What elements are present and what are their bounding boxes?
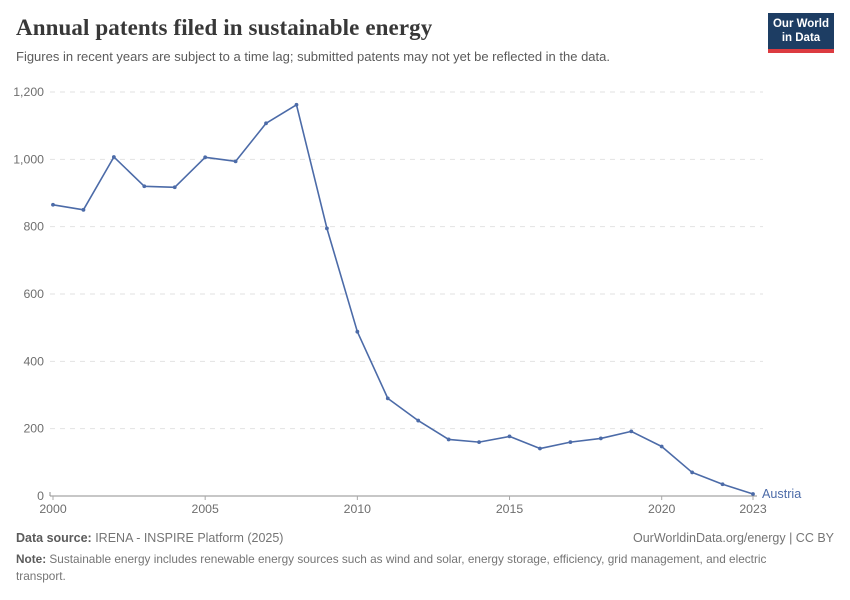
note-value: Sustainable energy includes renewable en… [16,552,767,583]
data-source-label: Data source: [16,531,92,545]
x-tick-label: 2015 [496,502,524,516]
y-tick-label: 600 [23,287,44,301]
x-tick-label: 2000 [39,502,67,516]
y-tick-label: 400 [23,354,44,368]
data-point[interactable] [111,155,116,159]
data-point[interactable] [142,184,147,189]
y-tick-label: 200 [23,422,44,436]
chart-header: Annual patents filed in sustainable ener… [0,0,850,78]
note-text: Note: Sustainable energy includes renewa… [16,551,774,584]
owid-logo-line2: in Data [781,31,821,44]
data-source-text: Data source: IRENA - INSPIRE Platform (2… [16,530,283,546]
data-point[interactable] [233,159,238,164]
owid-logo[interactable]: Our World in Data [768,13,834,53]
data-point[interactable] [659,444,664,449]
x-tick-label: 2020 [648,502,676,516]
data-point[interactable] [51,202,55,207]
data-source-value: IRENA - INSPIRE Platform (2025) [91,531,284,545]
data-point[interactable] [598,436,603,441]
y-tick-label: 800 [23,220,44,234]
data-point[interactable] [629,429,634,434]
data-point[interactable] [172,185,177,190]
series-line-austria [52,103,754,495]
x-tick-label: 2010 [344,502,372,516]
data-point[interactable] [751,492,755,496]
data-point[interactable] [568,440,573,445]
data-point[interactable] [203,155,208,160]
license-link[interactable]: OurWorldinData.org/energy | CC BY [632,531,834,545]
chart-footer: Data source: IRENA - INSPIRE Platform (2… [0,524,850,584]
owid-logo-line1: Our World [772,18,829,30]
source-row: Data source: IRENA - INSPIRE Platform (2… [16,530,834,546]
data-point[interactable] [507,434,512,439]
chart-subtitle: Figures in recent years are subject to a… [16,48,610,64]
y-tick-label: 1,200 [13,85,44,99]
data-point[interactable] [720,482,725,487]
data-point[interactable] [446,437,451,442]
data-point[interactable] [294,102,299,107]
data-point[interactable] [538,446,542,451]
data-point[interactable] [81,207,86,212]
chart-canvas[interactable]: 0 200 400 600 800 1,000 1,200 2000 2005 2010 2015 2… [0,76,850,516]
data-point[interactable] [385,396,390,401]
page-title: Annual patents filed in sustainable ener… [16,15,433,40]
y-tick-label: 1,000 [13,152,44,166]
x-tick-label: 2023 [739,502,767,516]
data-point[interactable] [690,470,695,475]
data-point[interactable] [355,329,360,334]
data-point[interactable] [264,121,268,126]
data-point[interactable] [325,226,329,231]
data-point[interactable] [416,418,421,423]
x-tick-label: 2005 [191,502,219,516]
y-tick-label: 0 [37,489,44,503]
note-label: Note: [16,552,47,567]
entity-label-austria: Austria [762,487,801,501]
data-point[interactable] [477,440,481,445]
chart-area: 0 200 400 600 800 1,000 1,200 2000 2005 2010 2015 2… [0,76,850,516]
